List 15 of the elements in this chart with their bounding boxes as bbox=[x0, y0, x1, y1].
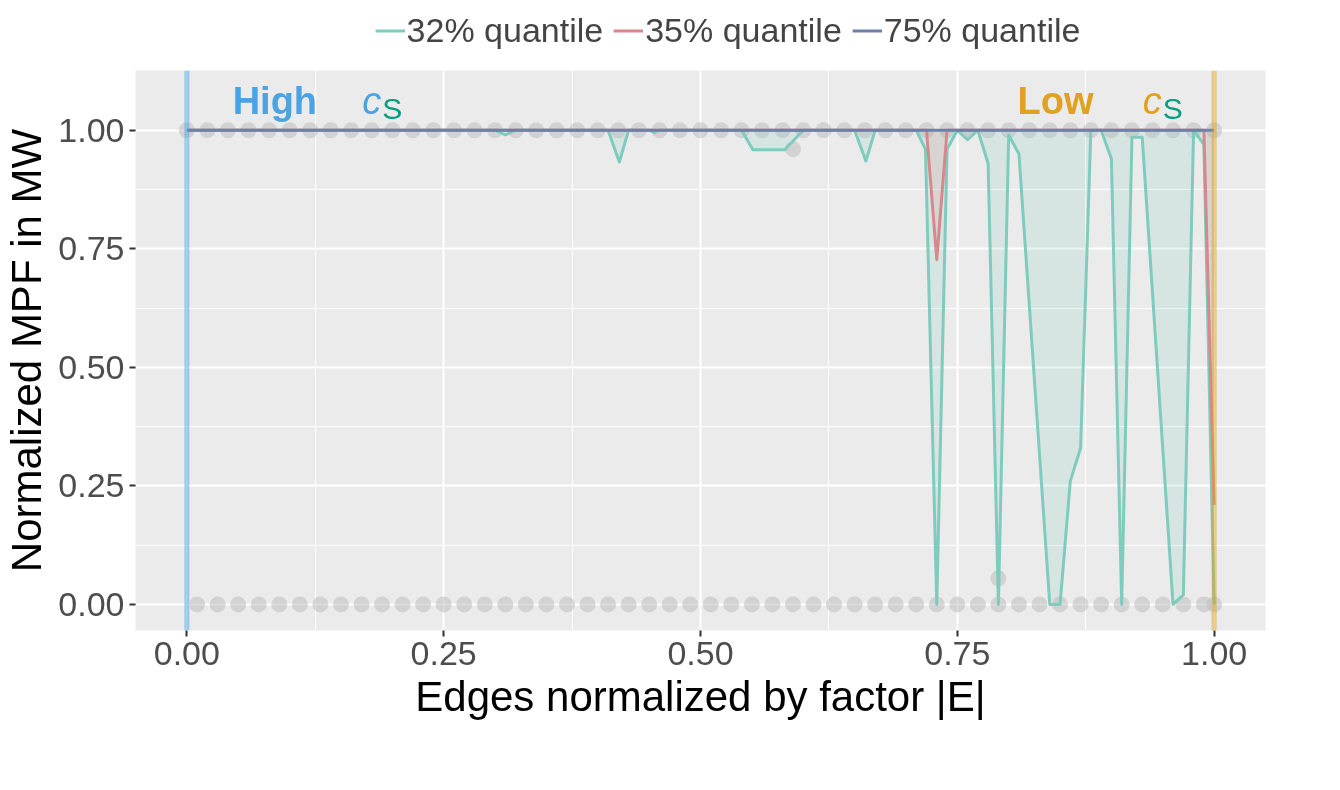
legend-label: 32% quantile bbox=[406, 10, 604, 50]
x-tick-label: 0.00 bbox=[153, 633, 220, 672]
y-tick-label: 0.50 bbox=[58, 347, 125, 386]
x-tick-label: 0.25 bbox=[410, 633, 477, 672]
y-tick-label: 0.00 bbox=[58, 584, 125, 623]
y-tick-label: 0.25 bbox=[58, 466, 125, 505]
x-tick-label: 0.50 bbox=[667, 633, 734, 672]
y-tick-label: 1.00 bbox=[58, 110, 125, 149]
y-axis-title: Normalized MPF in MW bbox=[3, 128, 51, 573]
legend-label: 75% quantile bbox=[883, 10, 1081, 50]
x-axis-title: Edges normalized by factor |E| bbox=[415, 672, 986, 720]
y-tick-label: 0.75 bbox=[58, 229, 125, 268]
x-tick-label: 0.75 bbox=[924, 633, 991, 672]
legend-label: 35% quantile bbox=[645, 10, 842, 50]
x-tick-label: 1.00 bbox=[1181, 633, 1248, 672]
